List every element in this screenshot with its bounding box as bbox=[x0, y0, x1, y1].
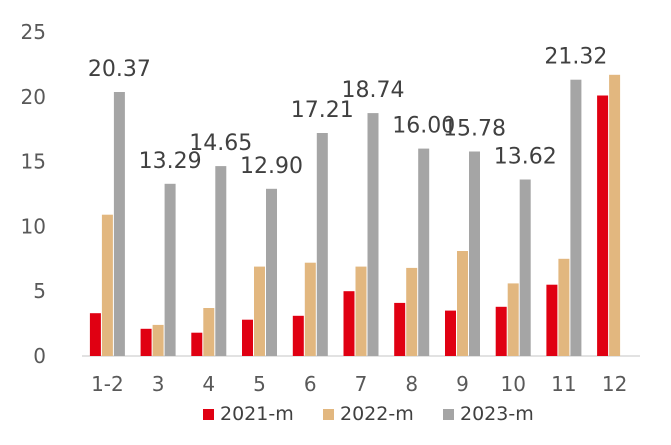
x-tick-label: 10 bbox=[500, 372, 525, 396]
x-tick-label: 9 bbox=[456, 372, 469, 396]
bar-2022-m-12 bbox=[609, 74, 621, 357]
x-tick-label: 11 bbox=[551, 372, 576, 396]
y-tick-label: 20 bbox=[21, 85, 46, 109]
bar-2021-m-11 bbox=[546, 284, 558, 356]
bar-2021-m-1-2 bbox=[89, 313, 101, 356]
legend-swatch-2022-m bbox=[323, 409, 334, 420]
x-tick-label: 7 bbox=[355, 372, 368, 396]
legend: 2021-m 2022-m 2023-m bbox=[203, 403, 534, 425]
bar-2023-m-4 bbox=[215, 166, 227, 356]
y-tick-label: 15 bbox=[21, 150, 46, 174]
y-tick-label: 10 bbox=[21, 214, 46, 238]
bar-2022-m-1-2 bbox=[101, 214, 113, 356]
bar-2022-m-3 bbox=[152, 324, 164, 356]
y-tick-label: 5 bbox=[33, 279, 46, 303]
legend-swatch-2021-m bbox=[203, 409, 214, 420]
data-label: 13.62 bbox=[494, 145, 557, 170]
bar-2023-m-9 bbox=[469, 151, 480, 356]
bar-2022-m-10 bbox=[507, 283, 519, 356]
bar-2021-m-9 bbox=[445, 310, 456, 356]
bar-2023-m-8 bbox=[418, 148, 430, 356]
bar-2022-m-6 bbox=[304, 262, 316, 356]
x-tick-label: 5 bbox=[253, 372, 266, 396]
bar-2023-m-11 bbox=[570, 79, 582, 356]
x-tick-label: 4 bbox=[202, 372, 215, 396]
bar-2021-m-12 bbox=[597, 95, 609, 356]
x-tick-label: 1-2 bbox=[91, 372, 124, 396]
x-tick-label: 6 bbox=[304, 372, 317, 396]
legend-label: 2021-m bbox=[220, 403, 294, 425]
bar-2022-m-8 bbox=[406, 267, 418, 356]
bar-2022-m-4 bbox=[203, 308, 215, 356]
bar-2023-m-1-2 bbox=[113, 92, 125, 356]
bar-2021-m-3 bbox=[140, 328, 152, 356]
x-tick-label: 8 bbox=[405, 372, 418, 396]
x-axis: 1-2 3 4 5 6 7 8 9 10 11 12 bbox=[91, 372, 627, 396]
bar-2021-m-10 bbox=[495, 306, 507, 356]
bars bbox=[89, 74, 621, 357]
data-label: 12.90 bbox=[240, 154, 303, 179]
legend-label: 2022-m bbox=[340, 403, 414, 425]
bar-2022-m-7 bbox=[355, 266, 367, 356]
data-label: 21.32 bbox=[544, 45, 607, 70]
bar-2021-m-6 bbox=[292, 315, 304, 356]
legend-label: 2023-m bbox=[460, 403, 534, 425]
data-label: 13.29 bbox=[139, 149, 202, 174]
data-label: 18.74 bbox=[342, 78, 405, 103]
x-tick-label: 12 bbox=[602, 372, 627, 396]
bar-2022-m-5 bbox=[254, 266, 265, 356]
bar-2022-m-11 bbox=[558, 258, 570, 356]
bar-2022-m-9 bbox=[457, 251, 468, 356]
bar-2021-m-8 bbox=[394, 302, 406, 356]
bar-2023-m-7 bbox=[367, 113, 379, 356]
y-tick-label: 25 bbox=[21, 20, 46, 44]
data-label: 15.78 bbox=[443, 117, 506, 142]
bar-2023-m-10 bbox=[519, 179, 531, 356]
bar-2021-m-5 bbox=[242, 319, 253, 356]
x-tick-label: 3 bbox=[152, 372, 165, 396]
y-tick-label: 0 bbox=[33, 344, 46, 368]
bar-2023-m-3 bbox=[164, 183, 176, 356]
y-axis: 0 5 10 15 20 25 bbox=[21, 20, 46, 368]
data-label: 17.21 bbox=[291, 98, 354, 123]
data-label: 14.65 bbox=[189, 131, 252, 156]
bar-2023-m-6 bbox=[316, 133, 328, 356]
bar-2021-m-4 bbox=[191, 332, 203, 356]
data-label: 16.00 bbox=[392, 114, 455, 139]
data-label: 20.37 bbox=[88, 57, 151, 82]
bar-2023-m-5 bbox=[266, 188, 277, 356]
legend-swatch-2023-m bbox=[443, 409, 454, 420]
bar-2021-m-7 bbox=[343, 291, 355, 356]
